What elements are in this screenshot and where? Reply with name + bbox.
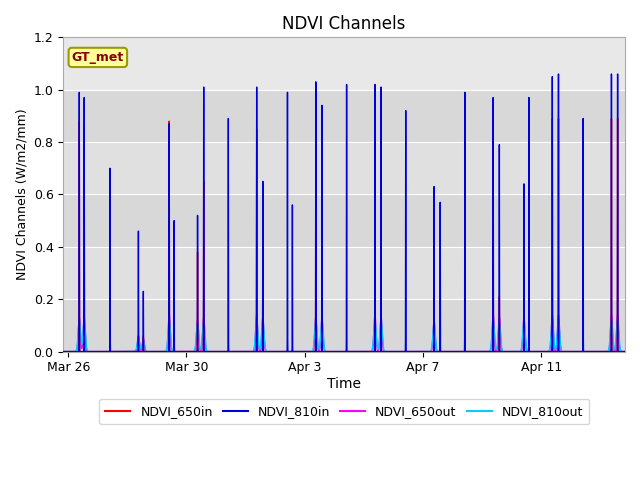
Y-axis label: NDVI Channels (W/m2/mm): NDVI Channels (W/m2/mm) bbox=[15, 108, 28, 280]
Bar bbox=[63, 299, 625, 352]
Bar bbox=[63, 194, 625, 247]
Text: GT_met: GT_met bbox=[72, 51, 124, 64]
Bar bbox=[63, 247, 625, 299]
X-axis label: Time: Time bbox=[327, 377, 361, 391]
Bar bbox=[63, 142, 625, 194]
Title: NDVI Channels: NDVI Channels bbox=[282, 15, 406, 33]
Bar bbox=[63, 37, 625, 90]
Legend: NDVI_650in, NDVI_810in, NDVI_650out, NDVI_810out: NDVI_650in, NDVI_810in, NDVI_650out, NDV… bbox=[99, 399, 589, 424]
Bar bbox=[63, 90, 625, 142]
